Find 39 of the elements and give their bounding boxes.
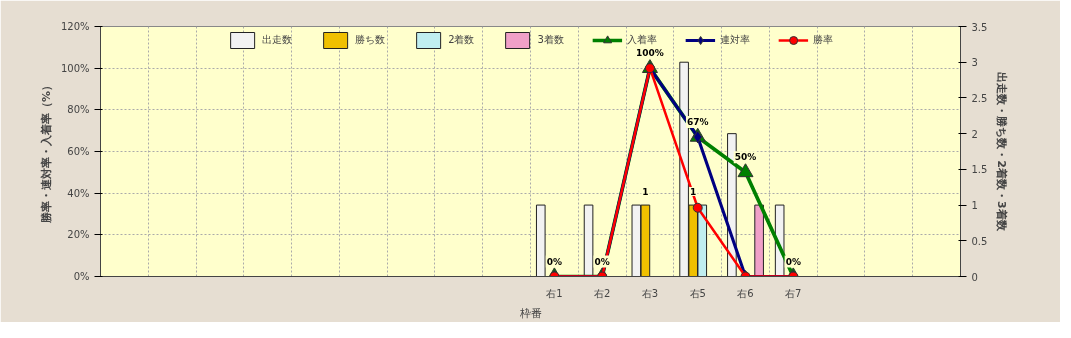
- y2-axis-title: 出走数・勝ち数・2着数・3着数: [995, 72, 1009, 232]
- x-tick-label: 右5: [689, 287, 706, 299]
- data-label: 0%: [785, 256, 801, 267]
- data-label: 50%: [734, 152, 757, 163]
- data-label: 1: [642, 187, 649, 198]
- y2-tick-label: 2: [971, 128, 978, 140]
- y2-tick-label: 3: [971, 57, 978, 69]
- y-axis-title: 勝率・連対率・入着率（%）: [39, 79, 53, 225]
- y2-tick-label: 2.5: [971, 92, 988, 104]
- x-tick-label: 右1: [546, 287, 563, 299]
- legend-label: 勝率: [812, 33, 833, 47]
- y-tick-label: 80%: [67, 104, 90, 116]
- data-label: 100%: [636, 48, 664, 59]
- y2-tick-label: 0: [971, 271, 978, 283]
- y2-tick-label: 1.5: [971, 164, 988, 176]
- legend-label: 出走数: [262, 33, 293, 47]
- y2-tick-label: 0.5: [971, 235, 988, 247]
- data-label: 1: [690, 187, 697, 198]
- y-tick-label: 40%: [67, 187, 90, 199]
- y-tick-label: 60%: [67, 146, 90, 157]
- legend-label: 2着数: [448, 33, 475, 47]
- data-label: 0%: [546, 256, 563, 267]
- x-tick-label: 右6: [737, 287, 754, 299]
- y-tick-label: 100%: [60, 62, 90, 74]
- x-axis-title: 枠番: [518, 306, 542, 320]
- legend-label: 勝ち数: [355, 33, 386, 47]
- x-tick-label: 右7: [785, 287, 802, 299]
- x-tick-label: 右2: [593, 287, 611, 299]
- data-label: 67%: [686, 116, 709, 127]
- y-tick-label: 0%: [73, 271, 90, 282]
- x-tick-label: 右3: [641, 287, 659, 299]
- data-label: 0%: [594, 256, 610, 267]
- legend-label: 入着率: [626, 33, 657, 47]
- legend-label: 3着数: [537, 33, 564, 47]
- y-tick-label: 20%: [67, 229, 90, 241]
- y2-tick-label: 3.5: [971, 21, 988, 33]
- legend-label: 連対率: [719, 33, 750, 47]
- y-tick-label: 120%: [60, 21, 90, 32]
- y2-tick-label: 1: [971, 200, 978, 212]
